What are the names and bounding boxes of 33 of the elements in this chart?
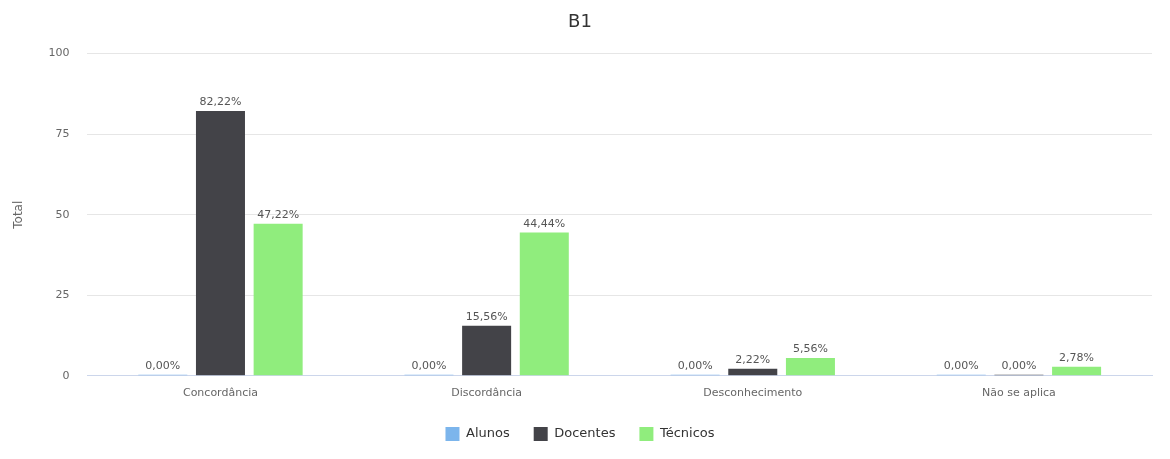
bar: [195, 110, 245, 376]
legend-label: Alunos: [465, 425, 510, 441]
data-label: 5,56%: [792, 342, 828, 356]
x-tick-label: Discordância: [451, 386, 523, 400]
data-label: 0,00%: [677, 359, 713, 373]
data-label: 0,00%: [411, 359, 447, 373]
bar: [462, 325, 512, 376]
x-tick-label: Não se aplica: [982, 386, 1056, 400]
data-label: 15,56%: [465, 310, 508, 324]
bar: [519, 232, 569, 376]
data-label: 0,00%: [145, 359, 181, 373]
x-tick-label: Concordância: [182, 386, 258, 400]
bar: [785, 357, 835, 376]
y-tick-label: 75: [55, 127, 70, 141]
data-label: 2,22%: [735, 353, 771, 367]
y-tick-label: 50: [55, 207, 70, 221]
data-label: 47,22%: [257, 208, 300, 222]
legend-label: Técnicos: [658, 425, 715, 441]
y-tick-label: 0: [62, 368, 70, 382]
chart-title: B1: [568, 10, 592, 32]
y-tick-label: 100: [48, 46, 70, 60]
y-axis-title: Total: [11, 200, 26, 230]
data-label: 44,44%: [523, 216, 566, 230]
bar: [1052, 366, 1102, 376]
data-label: 0,00%: [943, 359, 979, 373]
bar: [728, 368, 778, 376]
bar: [253, 223, 303, 376]
data-label: 82,22%: [199, 95, 242, 109]
data-label: 0,00%: [1001, 359, 1037, 373]
y-tick-label: 25: [55, 288, 70, 302]
x-tick-label: Desconhecimento: [703, 386, 803, 400]
legend-label: Docentes: [554, 425, 616, 441]
data-label: 2,78%: [1059, 351, 1095, 365]
